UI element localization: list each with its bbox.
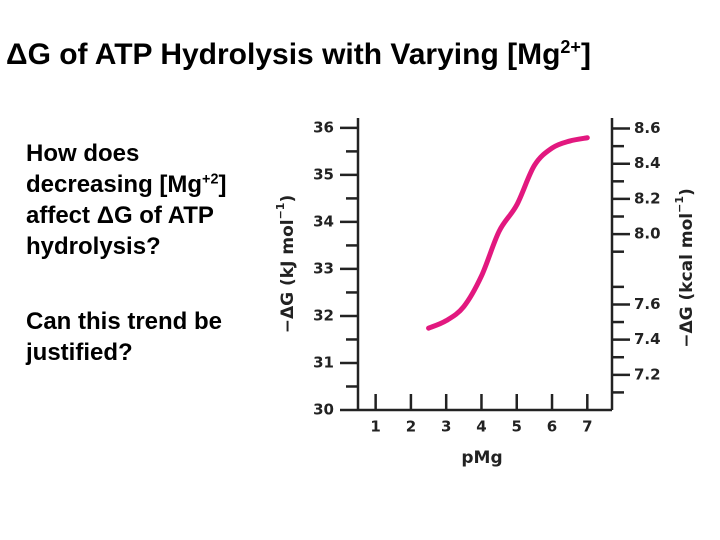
y2-label-text: −ΔG (kcal mol (677, 213, 697, 348)
y2-axis-label: −ΔG (kcal mol−1) (673, 188, 697, 348)
y-label-text: ) (278, 195, 298, 203)
followup-text: justified? (26, 339, 133, 366)
y-tick-label: 36 (313, 118, 334, 136)
question-text: affect ΔG of ATP (26, 202, 214, 229)
x-tick-label: 7 (582, 418, 592, 436)
y2-tick-label: 8.0 (634, 225, 661, 243)
y-tick-label: 34 (313, 212, 334, 230)
title-text: ΔG of ATP Hydrolysis with Varying [Mg (6, 38, 561, 71)
x-tick-label: 1 (370, 418, 380, 436)
y2-tick-label: 8.2 (634, 189, 661, 207)
y2-tick-label: 7.2 (634, 365, 661, 383)
y2-label-sup: −1 (673, 196, 686, 213)
question-sup: +2 (202, 171, 219, 188)
x-axis-label: pMg (461, 448, 502, 468)
y2-label-text: ) (677, 188, 697, 196)
x-tick-label: 6 (547, 418, 557, 436)
x-tick-label: 2 (406, 418, 416, 436)
y2-tick-label: 7.6 (634, 295, 661, 313)
y2-tick-label: 7.4 (634, 330, 661, 348)
followup: Can this trend be justified? (26, 306, 222, 368)
y-tick-label: 30 (313, 401, 334, 419)
y2-tick-label: 8.6 (634, 119, 661, 137)
y-label-text: −ΔG (kJ mol (278, 219, 298, 333)
y-tick-label: 33 (313, 259, 334, 277)
question-text: ] (218, 171, 227, 198)
question-text: hydrolysis? (26, 233, 161, 260)
slide-title: ΔG of ATP Hydrolysis with Varying [Mg2+] (6, 38, 720, 72)
y-tick-label: 35 (313, 165, 334, 183)
title-text: ] (580, 38, 591, 71)
title-sup: 2+ (560, 37, 581, 58)
question: How does decreasing [Mg+2] affect ΔG of … (26, 138, 226, 262)
question-text: How does (26, 140, 140, 167)
y-label-sup: −1 (274, 203, 287, 220)
y-axis-label: −ΔG (kJ mol−1) (274, 195, 298, 333)
x-tick-label: 4 (476, 418, 486, 436)
followup-text: Can this trend be (26, 308, 223, 335)
x-tick-label: 5 (512, 418, 522, 436)
y2-tick-label: 8.4 (634, 154, 661, 172)
x-tick-label: 3 (441, 418, 451, 436)
y-tick-label: 32 (313, 306, 334, 324)
question-text: decreasing [Mg (26, 171, 203, 198)
curve (426, 135, 590, 331)
y-tick-label: 31 (313, 353, 334, 371)
